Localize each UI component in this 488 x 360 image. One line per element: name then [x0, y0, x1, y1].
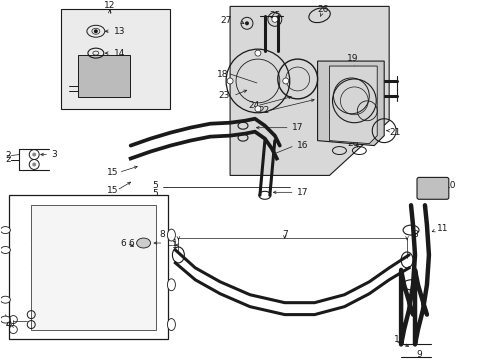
Ellipse shape [0, 226, 10, 234]
Text: 6: 6 [120, 239, 125, 248]
Text: 16: 16 [296, 141, 307, 150]
Circle shape [271, 16, 277, 22]
Text: 1: 1 [172, 240, 178, 249]
Bar [61, 9, 170, 109]
Text: 7: 7 [281, 230, 287, 239]
Text: 6: 6 [128, 239, 133, 248]
Text: 5: 5 [152, 189, 158, 198]
Circle shape [244, 21, 248, 25]
Text: 17: 17 [296, 188, 307, 197]
Text: 8: 8 [411, 230, 417, 239]
Text: 2: 2 [5, 151, 11, 160]
Circle shape [254, 106, 261, 112]
Ellipse shape [0, 296, 10, 303]
Text: 11: 11 [393, 335, 405, 344]
Text: 1: 1 [172, 239, 178, 248]
Ellipse shape [167, 229, 175, 241]
Text: 13: 13 [114, 27, 125, 36]
Polygon shape [230, 6, 388, 175]
Text: 14: 14 [114, 49, 125, 58]
Text: 15: 15 [107, 168, 119, 177]
Ellipse shape [0, 316, 10, 323]
FancyBboxPatch shape [416, 177, 448, 199]
Text: 27: 27 [220, 16, 232, 25]
Ellipse shape [167, 319, 175, 330]
Text: 3: 3 [51, 150, 57, 159]
Text: 10: 10 [444, 181, 456, 190]
Polygon shape [329, 66, 376, 144]
Ellipse shape [0, 247, 10, 253]
FancyBboxPatch shape [78, 55, 129, 97]
Circle shape [94, 29, 98, 33]
Text: 11: 11 [436, 224, 447, 233]
Text: 4: 4 [5, 320, 11, 329]
Circle shape [282, 78, 288, 84]
Text: 23: 23 [218, 91, 230, 100]
Text: 19: 19 [346, 54, 358, 63]
Circle shape [32, 153, 36, 157]
Circle shape [226, 78, 233, 84]
Text: 26: 26 [317, 5, 328, 14]
Text: 4: 4 [5, 316, 11, 325]
Text: 18: 18 [216, 69, 227, 78]
Text: 24: 24 [247, 101, 259, 110]
Bar [31, 205, 155, 329]
Text: 22: 22 [257, 106, 268, 115]
Text: 15: 15 [107, 186, 119, 195]
Circle shape [32, 162, 36, 166]
Text: 5: 5 [152, 181, 158, 190]
Ellipse shape [167, 279, 175, 291]
Polygon shape [9, 195, 168, 339]
Text: 2: 2 [5, 155, 11, 164]
Text: 8: 8 [159, 230, 165, 239]
Text: 25: 25 [269, 11, 281, 20]
Text: 20: 20 [346, 139, 358, 148]
Text: 4: 4 [5, 320, 11, 329]
Polygon shape [317, 61, 384, 145]
Text: 21: 21 [388, 128, 400, 137]
Text: 12: 12 [104, 1, 115, 10]
Ellipse shape [136, 238, 150, 248]
Text: 17: 17 [291, 123, 303, 132]
Circle shape [254, 50, 261, 56]
Text: 9: 9 [415, 350, 421, 359]
